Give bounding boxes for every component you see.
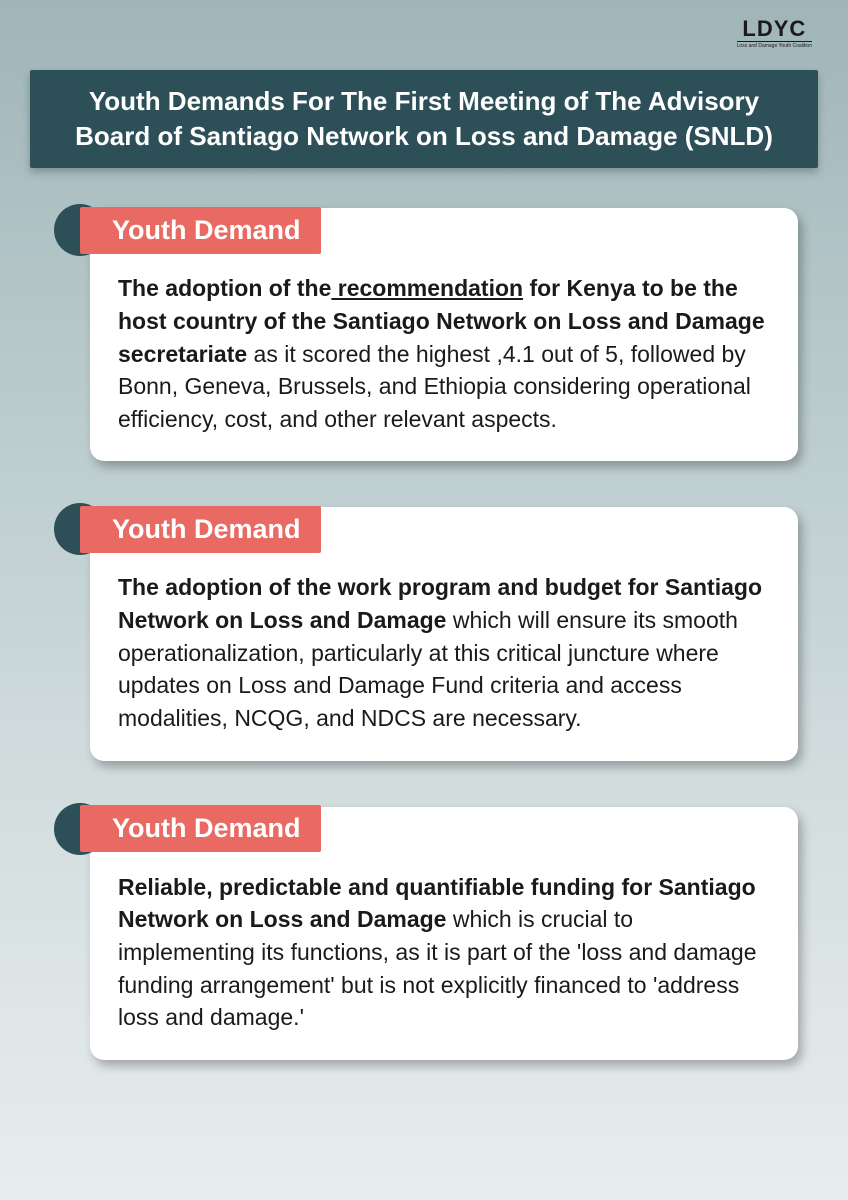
page-title-box: Youth Demands For The First Meeting of T… [30, 70, 818, 168]
badge-label: Youth Demand [80, 207, 321, 254]
demand-card: Youth Demand Reliable, predictable and q… [90, 807, 798, 1060]
demand-card: Youth Demand The adoption of the work pr… [90, 507, 798, 760]
demand-badge: Youth Demand [54, 204, 321, 256]
badge-label: Youth Demand [80, 805, 321, 852]
page-title: Youth Demands For The First Meeting of T… [48, 84, 800, 154]
demand-badge: Youth Demand [54, 803, 321, 855]
brand-logo: LDYC Loss and Damage Youth Coalition [737, 18, 812, 49]
demand-badge: Youth Demand [54, 503, 321, 555]
badge-label: Youth Demand [80, 506, 321, 553]
demand-body: The adoption of the recommendation for K… [118, 272, 770, 435]
logo-text: LDYC [737, 18, 812, 40]
demands-list: Youth Demand The adoption of the recomme… [30, 208, 818, 1060]
logo-subtext: Loss and Damage Youth Coalition [737, 41, 812, 49]
demand-bold-lead: Reliable, predictable and quantifiable f… [118, 874, 756, 933]
demand-card: Youth Demand The adoption of the recomme… [90, 208, 798, 461]
demand-underlined: recommendation [331, 275, 523, 301]
demand-bold-lead: The adoption of the [118, 275, 331, 301]
demand-body: The adoption of the work program and bud… [118, 571, 770, 734]
demand-body: Reliable, predictable and quantifiable f… [118, 871, 770, 1034]
